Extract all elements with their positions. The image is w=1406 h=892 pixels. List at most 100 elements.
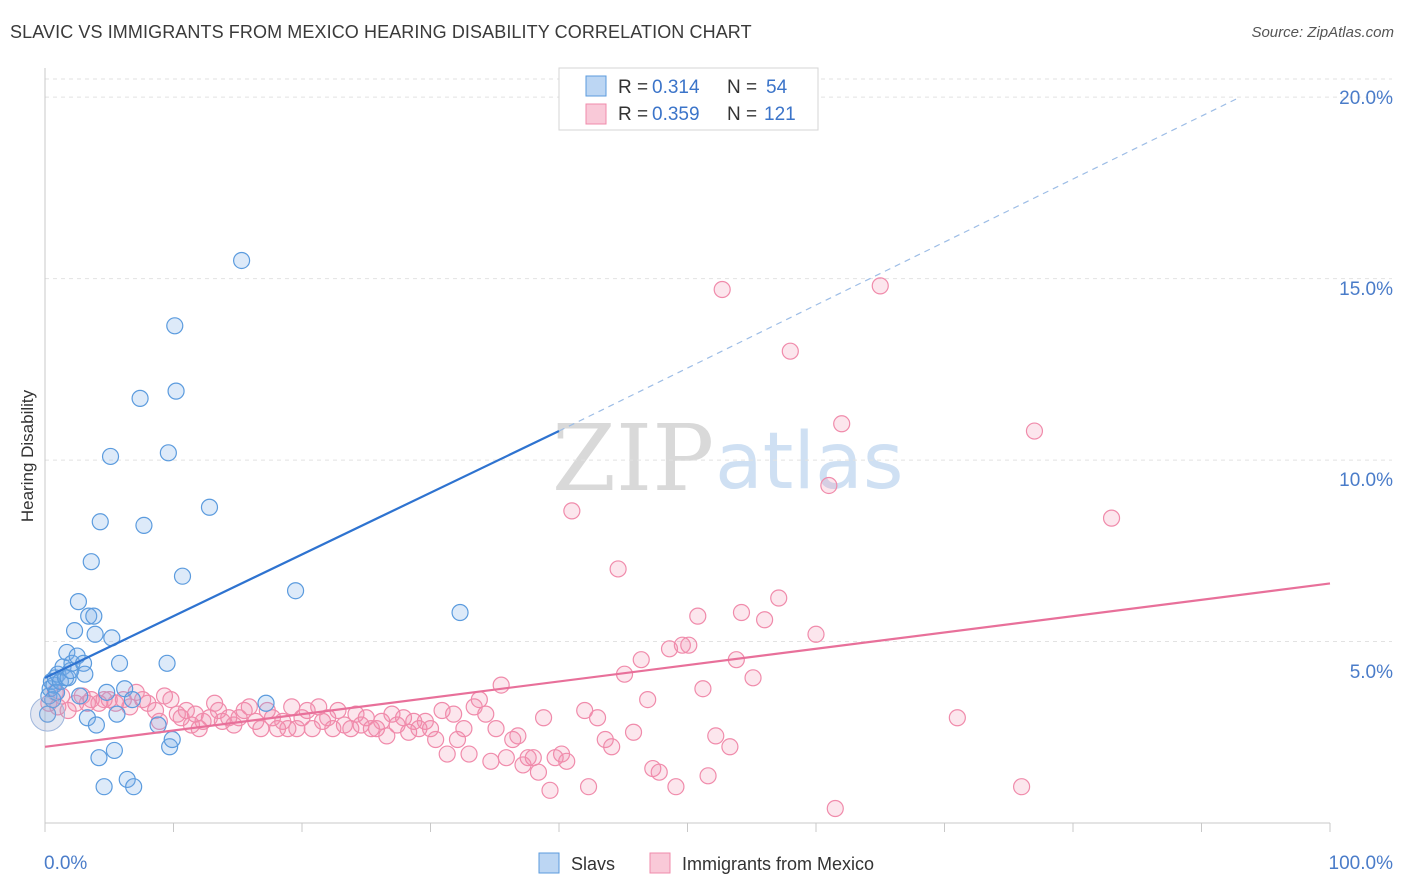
data-point-mexico	[400, 723, 418, 741]
data-point-mexico	[609, 560, 627, 578]
data-point-mexico	[482, 752, 500, 770]
data-point-mexico	[438, 745, 456, 763]
data-point-slavs	[200, 498, 219, 516]
bottom-legend-swatch-mexico	[649, 852, 671, 874]
data-point-mexico	[713, 280, 731, 299]
data-point-slavs	[85, 607, 103, 625]
gridlines	[45, 78, 1392, 643]
bottom-legend-swatch-slavs	[538, 852, 560, 874]
data-point-slavs	[71, 687, 89, 705]
data-point-mexico	[603, 738, 621, 756]
data-point-mexico	[558, 752, 576, 770]
data-point-mexico	[1025, 422, 1044, 440]
series-immigrants-from-mexico	[40, 277, 1121, 818]
data-point-mexico	[781, 342, 799, 360]
data-point-slavs	[87, 716, 106, 734]
legend-swatch-slavs	[585, 75, 607, 97]
data-point-mexico	[252, 720, 270, 738]
data-point-slavs	[451, 603, 469, 622]
data-point-mexico	[820, 476, 838, 495]
data-point-mexico	[146, 701, 165, 720]
data-point-slavs	[90, 749, 108, 767]
data-point-mexico	[347, 705, 365, 723]
data-point-mexico	[445, 705, 463, 723]
data-point-mexico	[833, 415, 851, 433]
data-point-slavs	[166, 317, 184, 335]
data-point-slavs	[158, 654, 176, 672]
data-point-mexico	[707, 727, 725, 745]
data-point-slavs	[65, 622, 84, 640]
legend-r-value-1: 0.314	[652, 77, 700, 98]
data-point-slavs	[167, 382, 185, 400]
legend-top: R = 0.314 N = 54 R = 0.359 N = 121	[558, 67, 819, 131]
data-point-slavs	[80, 607, 98, 625]
data-point-slavs	[233, 251, 251, 270]
source-credit: Source: ZipAtlas.com	[1251, 24, 1394, 41]
data-point-slavs	[101, 447, 120, 466]
data-point-slavs	[76, 665, 94, 683]
watermark-zip: ZIP	[552, 405, 714, 512]
data-point-mexico	[948, 709, 966, 727]
data-point-mexico	[497, 749, 515, 767]
data-point-mexico	[487, 720, 505, 738]
legend-r-value-2: 0.359	[652, 104, 700, 125]
data-point-mexico	[378, 727, 396, 745]
data-point-slavs	[95, 778, 113, 796]
trend-line-mexico	[44, 582, 1331, 748]
data-point-slavs	[108, 705, 126, 723]
data-point-mexico	[667, 778, 685, 796]
trend-line-slavs	[44, 430, 560, 679]
data-point-mexico	[509, 727, 527, 745]
data-point-mexico	[492, 676, 510, 694]
data-point-mexico	[639, 691, 657, 709]
data-point-mexico	[421, 720, 440, 738]
data-point-slavs	[78, 709, 97, 727]
y-tick-label-5: 5.0%	[1350, 662, 1393, 683]
data-point-mexico	[563, 502, 581, 520]
data-point-mexico	[624, 723, 643, 741]
data-point-mexico	[721, 738, 739, 756]
watermark-atlas: atlas	[715, 417, 904, 507]
data-point-mexico	[162, 691, 180, 709]
data-point-mexico	[477, 705, 495, 723]
data-point-cluster	[30, 696, 66, 732]
data-point-slavs	[131, 389, 149, 407]
y-tick-label-15: 15.0%	[1339, 279, 1393, 300]
tick-labels: 0.0% 100.0% 5.0% 10.0% 15.0% 20.0%	[44, 88, 1393, 874]
legend-n-label-1: N =	[727, 77, 757, 98]
data-point-mexico	[755, 611, 774, 629]
data-point-slavs	[135, 516, 153, 535]
data-point-mexico	[519, 749, 537, 767]
legend-n-value-2: 121	[764, 104, 796, 125]
legend-r-label-2: R =	[618, 104, 648, 125]
data-point-mexico	[448, 730, 467, 749]
legend-n-label-2: N =	[727, 104, 757, 125]
data-point-mexico	[694, 680, 712, 698]
series-slavs	[30, 251, 469, 796]
data-point-mexico	[455, 720, 473, 738]
data-point-slavs	[257, 694, 275, 712]
data-point-slavs	[159, 444, 177, 462]
data-point-slavs	[286, 582, 305, 600]
data-point-slavs	[91, 513, 109, 531]
data-point-slavs	[105, 741, 123, 760]
data-point-slavs	[173, 567, 192, 585]
data-point-mexico	[427, 730, 445, 749]
x-tick-label-max: 100.0%	[1329, 853, 1394, 874]
data-point-slavs	[125, 778, 143, 796]
data-point-mexico	[579, 778, 598, 796]
data-point-slavs	[47, 683, 66, 701]
data-point-slavs	[110, 654, 129, 672]
trend-lines	[44, 96, 1331, 748]
y-tick-label-10: 10.0%	[1339, 470, 1393, 491]
data-point-mexico	[541, 781, 559, 799]
data-point-mexico	[1102, 509, 1121, 527]
trend-line-slavs-extension	[558, 96, 1241, 432]
data-point-mexico	[680, 636, 698, 654]
data-point-mexico	[632, 651, 650, 669]
data-point-mexico	[524, 749, 542, 767]
data-point-mexico	[240, 698, 258, 716]
y-tick-label-20: 20.0%	[1339, 88, 1393, 109]
data-point-mexico	[871, 277, 889, 295]
data-point-mexico	[689, 607, 707, 625]
